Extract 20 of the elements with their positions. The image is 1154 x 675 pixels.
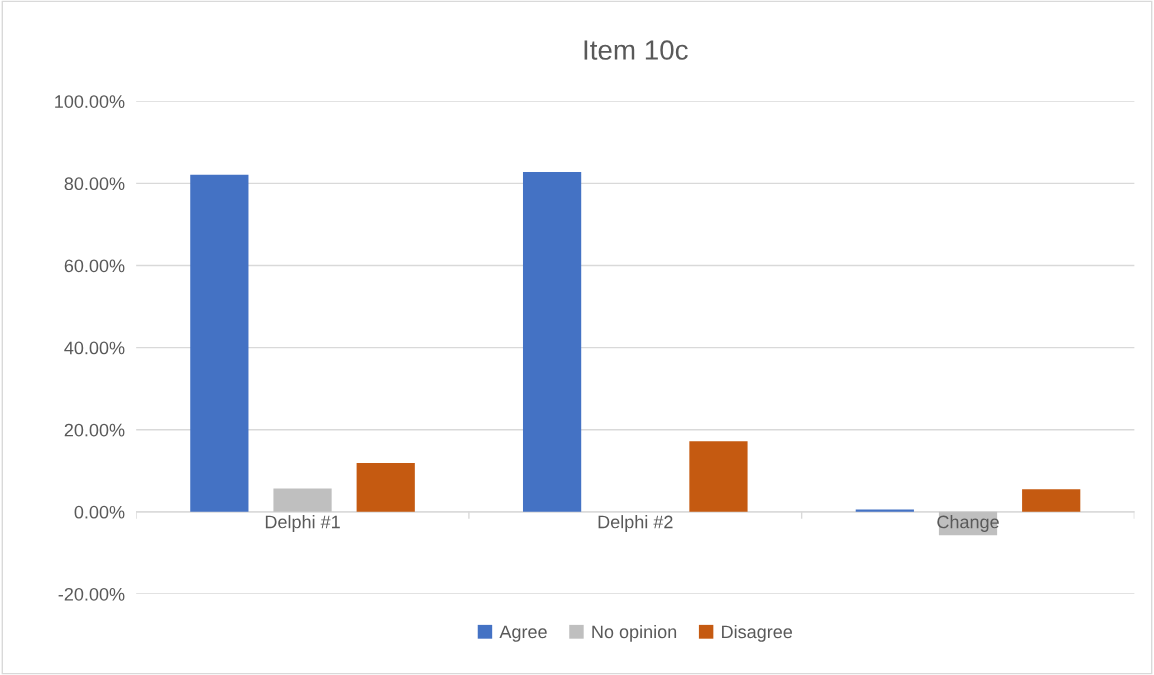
bar [356,463,415,512]
y-tick-label: 80.00% [64,177,125,191]
x-tick-label: Delphi #1 [265,515,340,532]
bar [855,509,914,512]
chart-title: Item 10c [584,40,688,60]
bar [273,488,332,512]
legend-label: No opinion [592,624,677,642]
y-tick-label: -20.00% [58,587,125,601]
bar [190,174,249,512]
y-tick-label: 40.00% [64,341,125,355]
bar [522,171,582,512]
y-tick-label: 0.00% [74,505,125,519]
bar [689,441,748,512]
y-tick-label: 20.00% [64,423,125,437]
x-tick-label: Delphi #2 [598,515,673,532]
legend-label: Agree [499,625,547,642]
y-tick-label: 100.00% [55,95,125,108]
y-tick-label: 60.00% [64,259,125,273]
legend-label: Disagree [722,624,793,642]
bar [1022,489,1081,512]
